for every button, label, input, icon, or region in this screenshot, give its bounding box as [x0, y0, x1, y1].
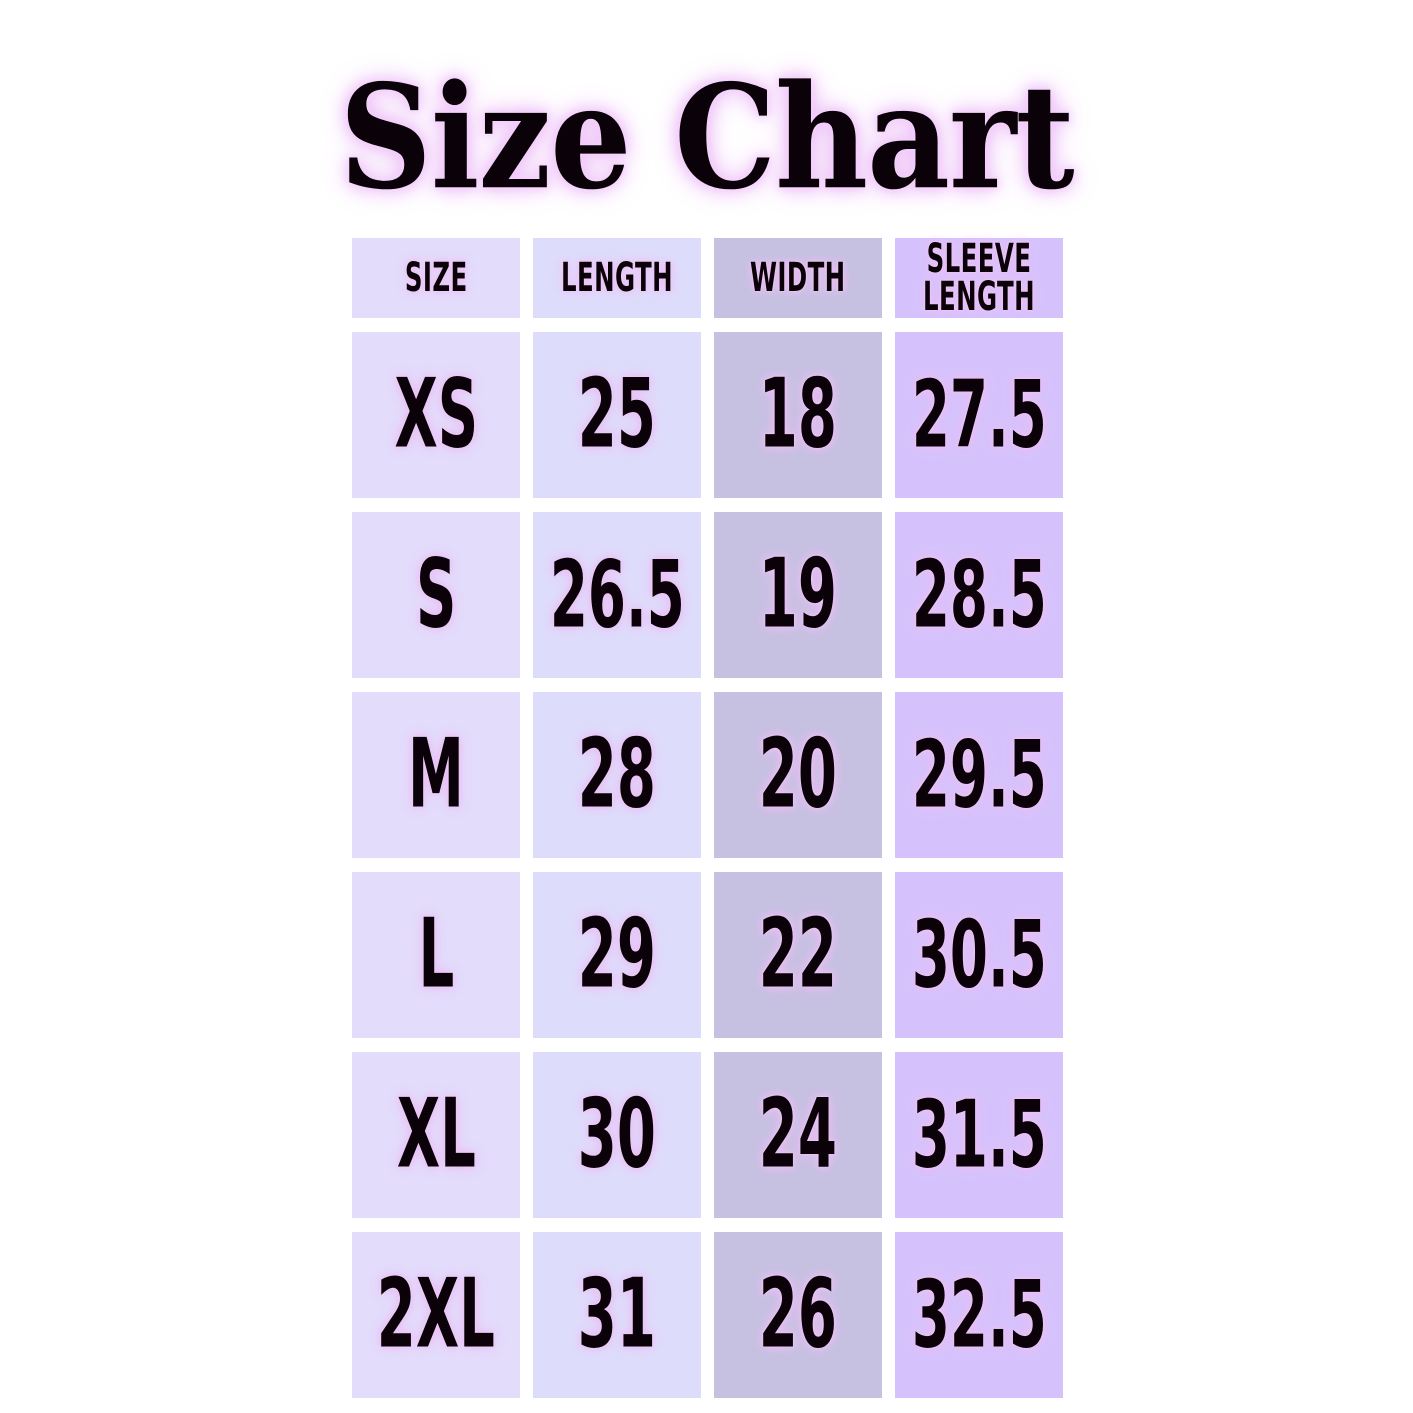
table-cell-length: 30 [533, 1052, 701, 1218]
size-label: 2XL [376, 1260, 496, 1370]
size-label: XS [394, 360, 478, 470]
table-cell-width: 22 [714, 872, 882, 1038]
table-header-sleeve-length: SLEEVE LENGTH [895, 238, 1063, 318]
page-title-container: Size Chart [0, 66, 1413, 209]
measurement-value: 28.5 [911, 540, 1047, 649]
table-header-label: WIDTH [750, 254, 846, 302]
measurement-value: 31 [577, 1260, 657, 1370]
table-header-label: SIZE [404, 254, 468, 302]
measurement-value: 32.5 [911, 1260, 1047, 1369]
size-label: S [415, 540, 457, 650]
size-chart-table: SIZE LENGTH WIDTH SLEEVE LENGTH XS 25 18 27.5 S 2… [352, 238, 1064, 1398]
table-cell-size: M [352, 692, 520, 858]
table-header-label: SLEEVE LENGTH [923, 235, 1035, 321]
measurement-value: 29 [577, 900, 657, 1010]
table-cell-size: L [352, 872, 520, 1038]
table-cell-sleeve-length: 32.5 [895, 1232, 1063, 1398]
table-cell-width: 24 [714, 1052, 882, 1218]
table-header-size: SIZE [352, 238, 520, 318]
table-cell-length: 28 [533, 692, 701, 858]
measurement-value: 24 [758, 1080, 838, 1190]
measurement-value: 30.5 [911, 900, 1047, 1009]
table-cell-size: 2XL [352, 1232, 520, 1398]
measurement-value: 18 [758, 360, 838, 470]
page-title: Size Chart [339, 54, 1074, 222]
table-header-label: LENGTH [561, 254, 673, 302]
measurement-value: 20 [758, 720, 838, 830]
table-cell-sleeve-length: 27.5 [895, 332, 1063, 498]
measurement-value: 19 [758, 540, 838, 650]
measurement-value: 29.5 [911, 720, 1047, 829]
table-header-length: LENGTH [533, 238, 701, 318]
measurement-value: 27.5 [911, 360, 1047, 469]
measurement-value: 26.5 [549, 540, 685, 649]
measurement-value: 28 [577, 720, 657, 830]
measurement-value: 30 [577, 1080, 657, 1190]
table-cell-size: XL [352, 1052, 520, 1218]
measurement-value: 31.5 [911, 1080, 1047, 1189]
measurement-value: 22 [758, 900, 838, 1010]
table-cell-sleeve-length: 29.5 [895, 692, 1063, 858]
measurement-value: 26 [758, 1260, 838, 1370]
table-cell-width: 26 [714, 1232, 882, 1398]
measurement-value: 25 [577, 360, 657, 470]
table-cell-length: 25 [533, 332, 701, 498]
table-cell-width: 20 [714, 692, 882, 858]
table-header-width: WIDTH [714, 238, 882, 318]
table-cell-sleeve-length: 28.5 [895, 512, 1063, 678]
table-cell-sleeve-length: 30.5 [895, 872, 1063, 1038]
table-cell-length: 29 [533, 872, 701, 1038]
table-cell-width: 19 [714, 512, 882, 678]
table-cell-length: 26.5 [533, 512, 701, 678]
size-label: M [408, 720, 464, 830]
table-cell-size: XS [352, 332, 520, 498]
size-label: XL [396, 1080, 476, 1190]
table-cell-length: 31 [533, 1232, 701, 1398]
table-cell-sleeve-length: 31.5 [895, 1052, 1063, 1218]
table-cell-size: S [352, 512, 520, 678]
size-label: L [418, 900, 454, 1010]
table-cell-width: 18 [714, 332, 882, 498]
